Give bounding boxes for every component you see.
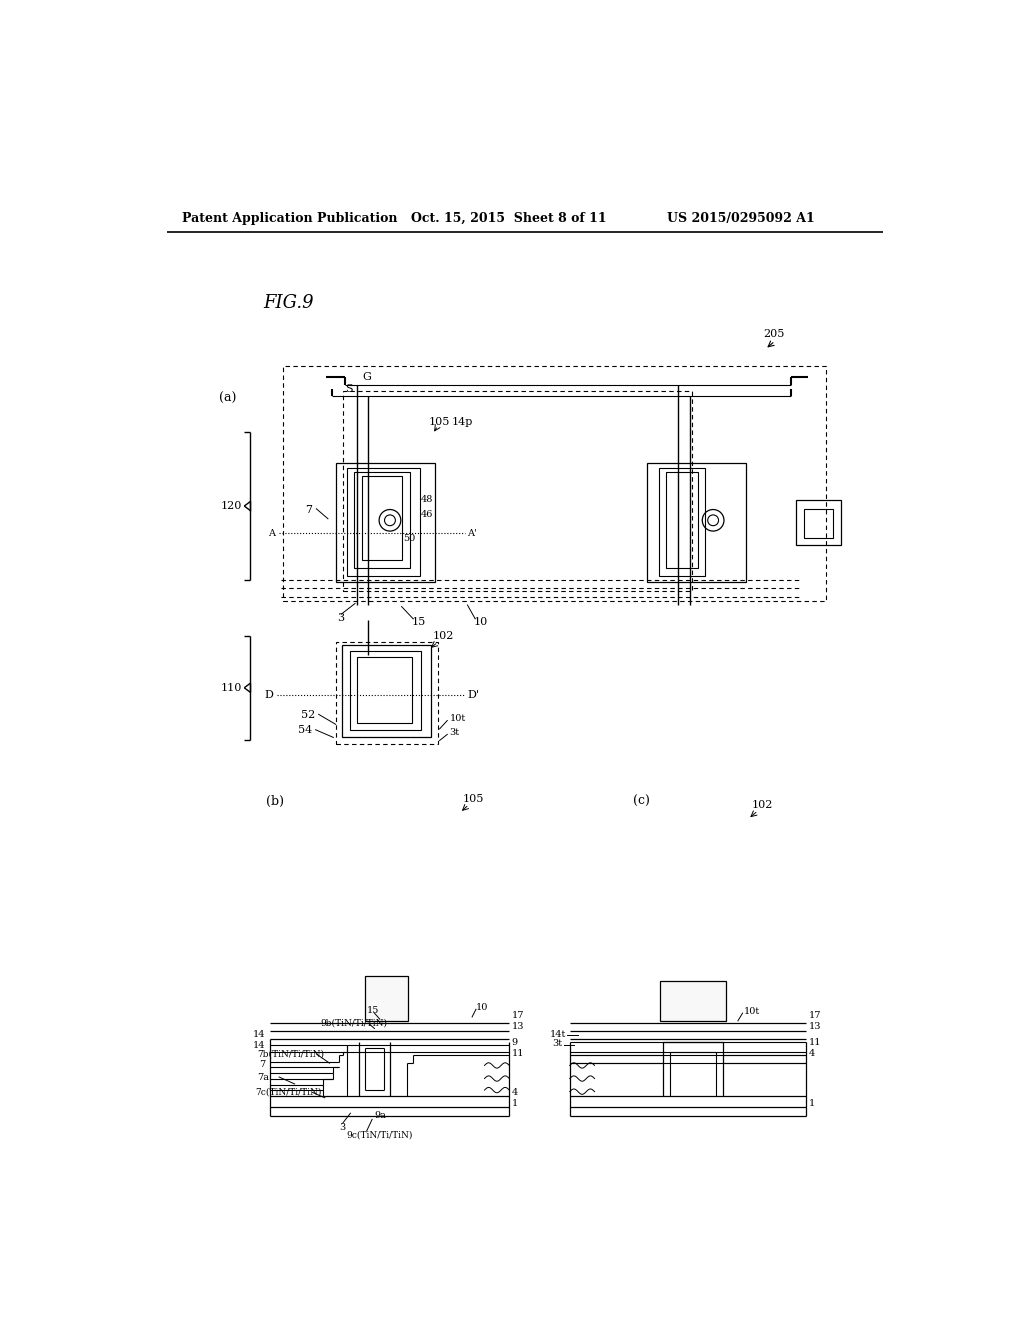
Text: 3: 3 (338, 612, 345, 623)
Text: 14t: 14t (550, 1030, 566, 1039)
Text: (b): (b) (266, 795, 284, 808)
Text: 46: 46 (421, 510, 433, 519)
Text: D': D' (467, 690, 479, 700)
Text: 15: 15 (367, 1006, 379, 1015)
Text: 14p: 14p (452, 417, 473, 426)
Text: 9: 9 (512, 1038, 518, 1047)
Text: (a): (a) (219, 392, 237, 405)
Text: 11: 11 (809, 1038, 821, 1047)
Bar (366, 977, 408, 1020)
Text: 1: 1 (512, 1100, 518, 1109)
Bar (804, 508, 834, 539)
Bar (647, 462, 746, 582)
Bar (336, 462, 435, 582)
Text: A': A' (467, 529, 476, 537)
Text: 7: 7 (259, 1060, 265, 1069)
Bar (349, 651, 421, 730)
Text: 7c(TiN/Ti/TiN): 7c(TiN/Ti/TiN) (255, 1088, 322, 1097)
Text: (c): (c) (633, 795, 650, 808)
Text: 7: 7 (305, 506, 312, 515)
Text: 105: 105 (429, 417, 451, 426)
Text: 7b(TiN/Ti/TiN): 7b(TiN/Ti/TiN) (257, 1049, 325, 1059)
Bar (354, 471, 410, 568)
Text: A: A (268, 529, 275, 537)
Text: 15: 15 (412, 616, 426, 627)
Text: 205: 205 (764, 329, 784, 339)
Text: 9a: 9a (375, 1111, 386, 1119)
Bar (796, 500, 841, 545)
Text: 50: 50 (403, 533, 416, 543)
Text: 14: 14 (253, 1041, 265, 1049)
Text: 10t: 10t (744, 1007, 761, 1016)
Bar (660, 981, 726, 1020)
Text: 3: 3 (339, 1122, 345, 1131)
Text: 105: 105 (463, 795, 484, 804)
Text: 3t: 3t (552, 1039, 562, 1048)
Bar (357, 657, 412, 723)
Text: 14: 14 (253, 1030, 265, 1039)
Bar (283, 367, 825, 601)
Text: 13: 13 (512, 1023, 524, 1031)
Text: Patent Application Publication: Patent Application Publication (182, 213, 397, 224)
Bar (658, 469, 706, 576)
Text: 48: 48 (421, 495, 433, 504)
Text: 10: 10 (473, 616, 487, 627)
Text: FIG.9: FIG.9 (263, 294, 314, 312)
Text: 9b(TiN/Ti/TiN): 9b(TiN/Ti/TiN) (321, 1019, 387, 1027)
Text: 102: 102 (432, 631, 454, 640)
Bar (362, 475, 402, 561)
Text: 102: 102 (752, 800, 773, 810)
Bar (342, 645, 431, 738)
Bar (346, 469, 420, 576)
Text: 3t: 3t (450, 727, 460, 737)
Bar (343, 391, 692, 591)
Text: 11: 11 (512, 1049, 524, 1059)
Text: 13: 13 (809, 1023, 821, 1031)
Text: 120: 120 (220, 502, 242, 511)
Bar (666, 471, 698, 568)
Text: US 2015/0295092 A1: US 2015/0295092 A1 (667, 213, 814, 224)
Text: 110: 110 (220, 682, 242, 693)
Text: D: D (264, 690, 273, 700)
Text: 4: 4 (809, 1049, 815, 1059)
Text: 17: 17 (809, 1011, 821, 1020)
Text: 54: 54 (298, 725, 312, 735)
Text: G: G (362, 372, 371, 381)
Bar (336, 642, 438, 743)
Text: 7a: 7a (257, 1073, 269, 1081)
Text: 9c(TiN/Ti/TiN): 9c(TiN/Ti/TiN) (346, 1130, 413, 1139)
Text: 17: 17 (512, 1011, 524, 1020)
Text: 1: 1 (809, 1100, 815, 1109)
Text: S: S (345, 384, 352, 393)
Text: 52: 52 (301, 710, 315, 721)
Text: 10t: 10t (450, 714, 466, 723)
Text: Oct. 15, 2015  Sheet 8 of 11: Oct. 15, 2015 Sheet 8 of 11 (411, 213, 606, 224)
Text: 10: 10 (476, 1003, 488, 1012)
Text: 4: 4 (512, 1088, 518, 1097)
